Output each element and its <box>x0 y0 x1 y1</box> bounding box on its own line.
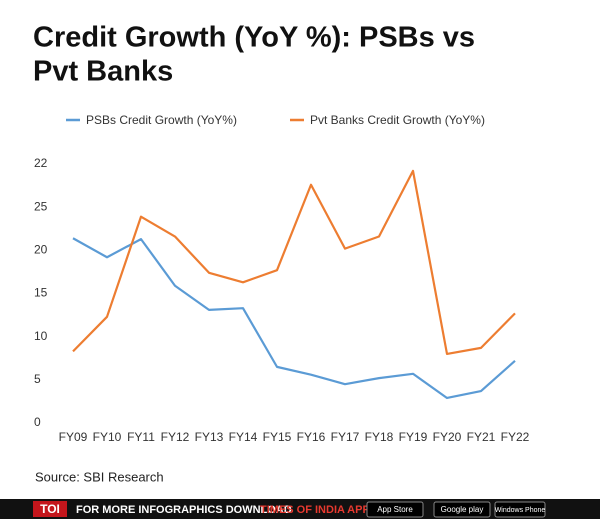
badge-label[interactable]: Windows Phone <box>495 507 546 514</box>
y-tick-label: 20 <box>34 243 48 257</box>
y-tick-label: 25 <box>34 199 48 213</box>
footer-text: FOR MORE INFOGRAPHICS DOWNLOAD <box>76 504 292 516</box>
x-tick-label: FY20 <box>433 430 462 444</box>
chart-title: Pvt Banks <box>33 56 173 88</box>
y-tick-label: 10 <box>34 329 48 343</box>
series-line <box>72 169 516 356</box>
legend-label: PSBs Credit Growth (YoY%) <box>86 113 237 127</box>
x-tick-label: FY14 <box>229 430 258 444</box>
logo-box <box>33 501 67 517</box>
y-tick-label: 5 <box>34 372 41 386</box>
logo: TOI <box>40 502 60 516</box>
y-tick-label: 22 <box>34 156 48 170</box>
y-tick-label: 0 <box>34 415 41 429</box>
legend-label: Pvt Banks Credit Growth (YoY%) <box>310 113 485 127</box>
badge-label[interactable]: App Store <box>377 505 413 514</box>
x-tick-label: FY09 <box>59 430 88 444</box>
x-tick-label: FY18 <box>365 430 394 444</box>
badge[interactable] <box>433 501 491 518</box>
x-tick-label: FY12 <box>161 430 190 444</box>
badge-label[interactable]: Google play <box>441 505 484 514</box>
x-tick-label: FY13 <box>195 430 224 444</box>
footer-app: TIMES OF INDIA APP <box>260 504 370 516</box>
x-tick-label: FY17 <box>331 430 360 444</box>
source: Source: SBI Research <box>35 469 164 484</box>
y-tick-label: 15 <box>34 286 48 300</box>
x-tick-label: FY10 <box>93 430 122 444</box>
badge[interactable] <box>494 501 546 518</box>
x-tick-label: FY16 <box>297 430 326 444</box>
series-line <box>72 237 516 400</box>
x-tick-label: FY15 <box>263 430 292 444</box>
x-tick-label: FY11 <box>127 430 155 444</box>
x-tick-label: FY22 <box>501 430 530 444</box>
chart-title: Credit Growth (YoY %): PSBs vs <box>33 22 475 54</box>
badge[interactable] <box>366 501 424 518</box>
x-tick-label: FY19 <box>399 430 428 444</box>
x-tick-label: FY21 <box>467 430 496 444</box>
